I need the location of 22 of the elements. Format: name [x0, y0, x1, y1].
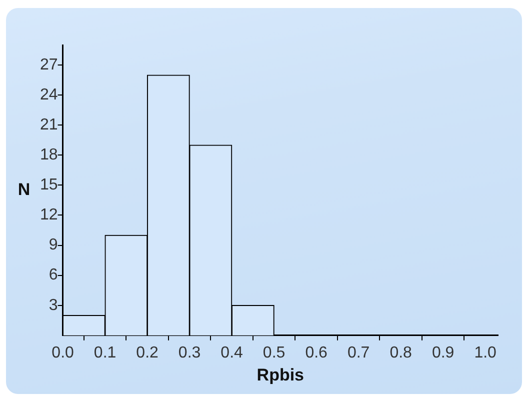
x-tick-label: 0.2	[136, 344, 159, 362]
x-tick-label: 0.1	[94, 344, 116, 362]
y-tick-label: 12	[40, 206, 58, 224]
y-tick-label: 27	[40, 56, 58, 74]
y-tick-label: 18	[40, 146, 58, 164]
x-tick-label: 0.0	[52, 344, 74, 362]
y-tick-label: 21	[40, 116, 58, 134]
x-tick-label: 1.0	[474, 344, 497, 362]
y-tick-label: 15	[40, 176, 58, 194]
x-tick-label: 0.3	[178, 344, 201, 362]
y-tick-label: 3	[48, 296, 58, 314]
x-tick-label: 0.4	[220, 344, 244, 362]
x-tick-label: 0.9	[432, 344, 454, 362]
x-tick-label: 0.8	[390, 344, 412, 362]
y-tick-label: 6	[48, 266, 58, 284]
y-tick-label: 9	[48, 236, 58, 254]
y-axis-title: N	[18, 180, 30, 199]
x-tick-label: 0.5	[262, 344, 286, 362]
y-tick-label: 24	[40, 86, 58, 104]
x-tick-label: 0.6	[305, 344, 328, 362]
x-axis-title: Rpbis	[256, 365, 304, 384]
x-tick-label: 0.7	[347, 344, 370, 362]
